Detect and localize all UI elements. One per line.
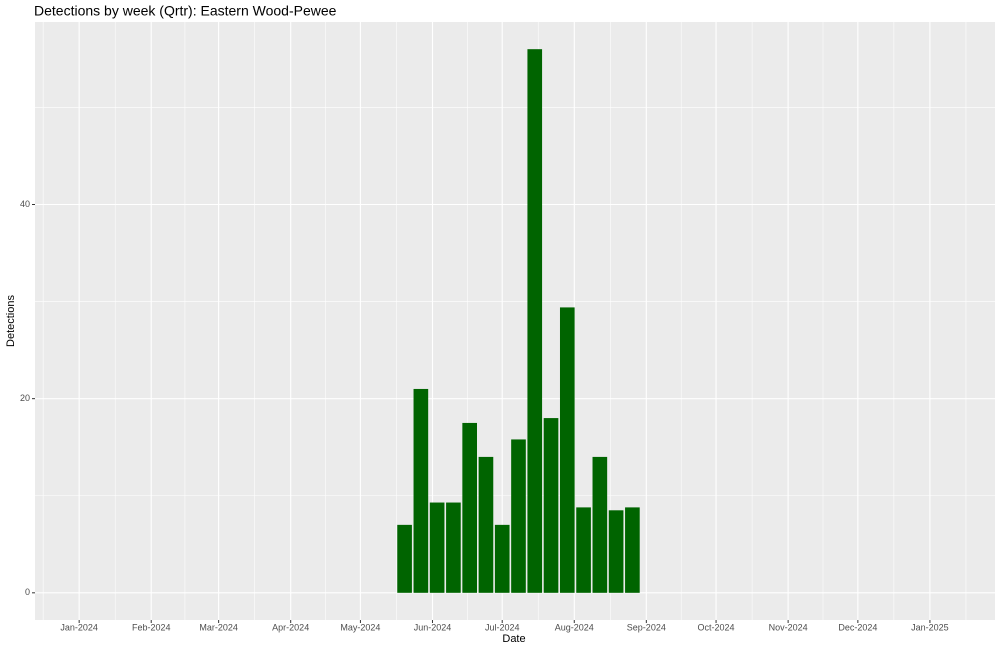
x-tick-label: Oct-2024 xyxy=(698,622,735,632)
x-tick-label: Sep-2024 xyxy=(627,622,666,632)
bar xyxy=(543,418,559,593)
y-axis-label: Detections xyxy=(5,295,17,347)
x-tick-label: Nov-2024 xyxy=(769,622,808,632)
x-tick-label: Jul-2024 xyxy=(485,622,520,632)
y-tick-label: 0 xyxy=(25,587,30,597)
x-tick-label: Aug-2024 xyxy=(555,622,594,632)
y-tick-label: 40 xyxy=(20,199,30,209)
bar xyxy=(478,456,494,593)
y-tick-label: 20 xyxy=(20,393,30,403)
bar xyxy=(527,49,543,593)
x-tick-label: May-2024 xyxy=(340,622,380,632)
bar xyxy=(576,507,591,593)
x-tick-label: Mar-2024 xyxy=(199,622,238,632)
x-tick-label: Jan-2025 xyxy=(911,622,949,632)
bar xyxy=(446,502,461,593)
x-tick-label: Feb-2024 xyxy=(132,622,171,632)
bar xyxy=(397,524,412,593)
bar xyxy=(413,388,429,593)
chart-title: Detections by week (Qrtr): Eastern Wood-… xyxy=(34,3,337,19)
bar xyxy=(608,510,624,593)
x-tick-label: Dec-2024 xyxy=(838,622,877,632)
x-axis-label: Date xyxy=(502,633,525,645)
x-tick-label: Apr-2024 xyxy=(272,622,309,632)
bar xyxy=(559,307,575,593)
bar xyxy=(592,456,608,593)
bar xyxy=(462,422,477,593)
bar xyxy=(494,524,510,593)
bar xyxy=(625,507,640,593)
x-tick-label: Jun-2024 xyxy=(414,622,452,632)
bar xyxy=(511,439,526,593)
bar xyxy=(429,502,445,593)
x-tick-label: Jan-2024 xyxy=(60,622,98,632)
